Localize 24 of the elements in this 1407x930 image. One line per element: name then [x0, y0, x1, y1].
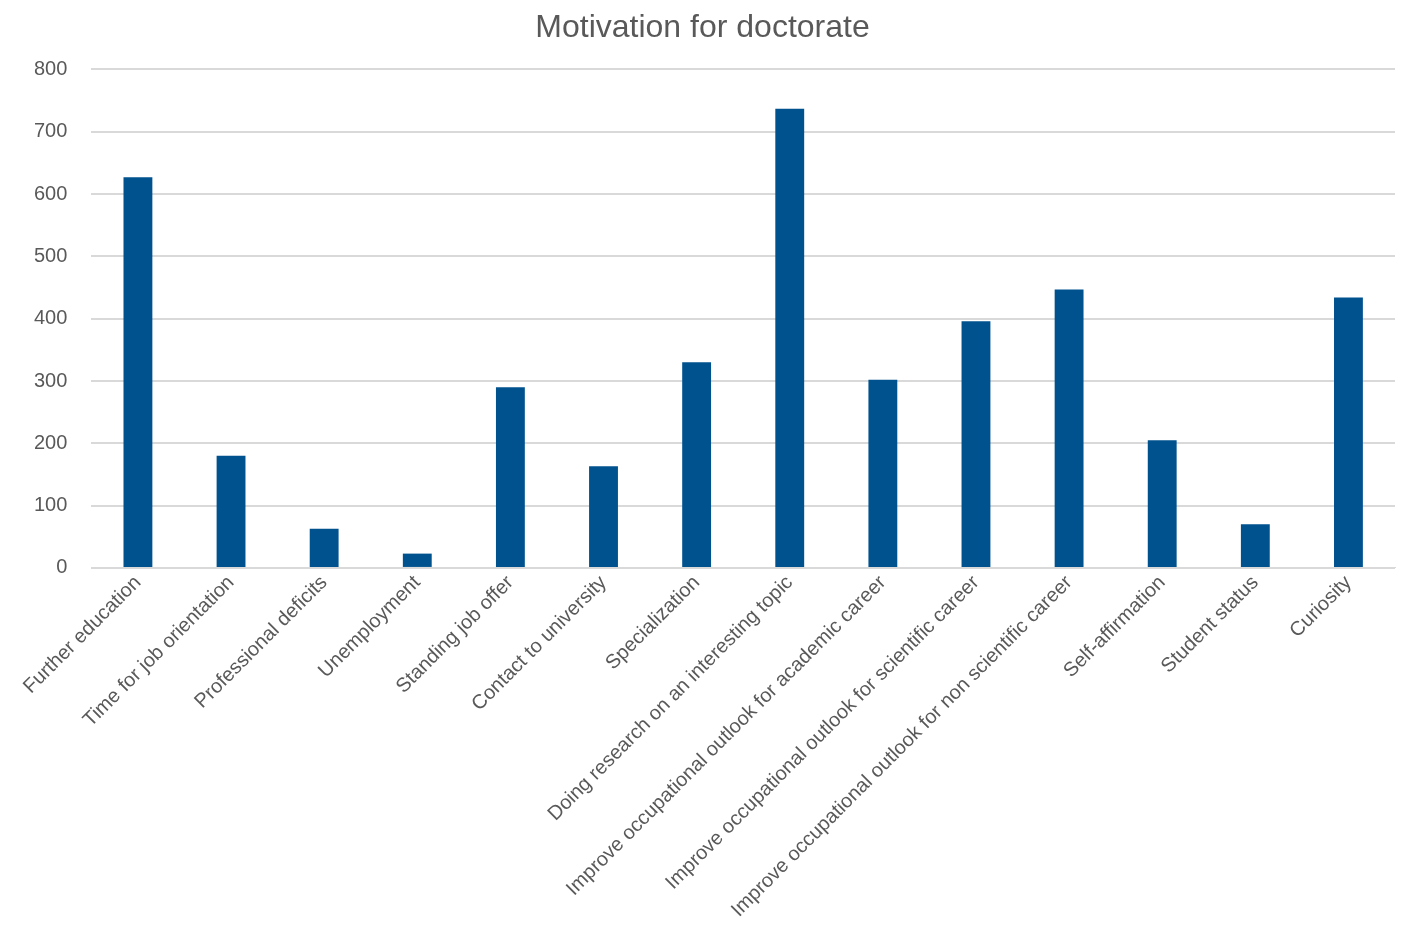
bar [1334, 297, 1363, 567]
bar [1240, 524, 1270, 567]
y-tick-label: 800 [33, 56, 68, 79]
bar [495, 387, 525, 567]
y-tick-label: 0 [56, 555, 68, 578]
bar [216, 455, 246, 567]
y-tick-label: 700 [33, 119, 68, 142]
chart-title: Motivation for doctorate [535, 8, 870, 45]
bar [309, 528, 339, 567]
y-tick-label: 600 [33, 181, 68, 204]
y-tick-label: 500 [33, 243, 68, 266]
y-tick-label: 100 [33, 493, 68, 516]
bar [589, 466, 618, 567]
bar [1054, 289, 1084, 567]
y-tick-label: 400 [33, 306, 68, 329]
bar [123, 177, 153, 567]
y-tick-label: 300 [33, 368, 68, 391]
y-tick-label: 200 [33, 430, 68, 453]
bar [775, 108, 805, 567]
bar [868, 379, 898, 567]
bar [1147, 440, 1177, 567]
bar [402, 553, 432, 567]
bar [961, 321, 991, 567]
bar [682, 362, 712, 567]
